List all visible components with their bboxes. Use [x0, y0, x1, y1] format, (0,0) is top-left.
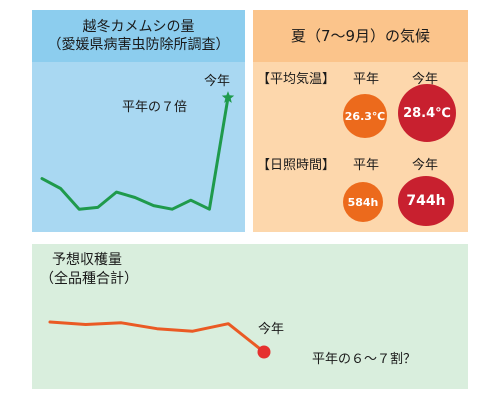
stinkbug-series-line: [40, 96, 230, 211]
sunshine-normal-col-label: 平年: [353, 158, 380, 173]
weather-header: [253, 10, 468, 62]
weather-panel: 夏（7～9月）の気候 【平均気温】 平年 今年 26.3℃ 28.4℃ 【日照時…: [253, 10, 468, 232]
stinkbug-subtitle: （愛媛県病害虫防除所調査）: [47, 37, 230, 53]
harvest-this-year-dot: [257, 345, 271, 359]
sunshine-this-year-col-label: 今年: [412, 158, 439, 173]
sunshine-this-year-badge: 744h: [398, 176, 454, 226]
temp-normal-col-label: 平年: [353, 72, 380, 87]
harvest-title: 予想収穫量: [52, 252, 122, 268]
stinkbug-this-year-label: 今年: [204, 74, 231, 89]
stinkbug-title: 越冬カメムシの量: [82, 19, 195, 35]
stinkbug-chart: [40, 91, 235, 211]
temp-normal-badge: 26.3℃: [343, 94, 387, 138]
harvest-this-year-label: 今年: [258, 322, 285, 337]
harvest-subtitle: （全品種合計）: [40, 271, 138, 287]
temp-this-year-badge: 28.4℃: [398, 84, 456, 142]
sunshine-row-label: 【日照時間】: [257, 158, 336, 173]
weather-title: 夏（7～9月）の気候: [290, 27, 431, 45]
stinkbug-panel: 越冬カメムシの量 （愛媛県病害虫防除所調査） 今年 平年の７倍: [32, 10, 245, 232]
temp-this-year-col-label: 今年: [412, 72, 439, 87]
temp-row-label: 【平均気温】: [257, 72, 336, 87]
harvest-series-line: [48, 320, 266, 354]
harvest-chart: [48, 320, 271, 359]
harvest-forecast-annotation: 平年の６～７割？: [312, 352, 417, 367]
stinkbug-this-year-star: [221, 91, 235, 103]
sunshine-normal-badge: 584h: [343, 182, 383, 222]
stinkbug-ratio-annotation: 平年の７倍: [122, 100, 188, 115]
stinkbug-header: [32, 10, 245, 62]
harvest-panel: 予想収穫量 （全品種合計） 今年 平年の６～７割？: [32, 244, 468, 389]
